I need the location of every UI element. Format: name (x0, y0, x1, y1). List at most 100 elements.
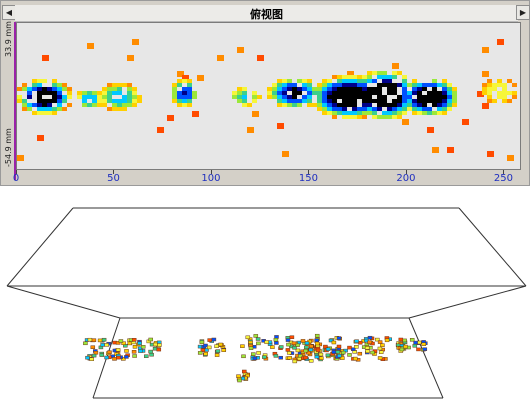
3d-block (83, 341, 88, 346)
heatmap-cell (117, 107, 122, 111)
heatmap-cell (277, 95, 282, 99)
x-tick-label: 250 (493, 173, 513, 184)
heatmap-cell (402, 91, 407, 95)
3d-block (325, 347, 331, 351)
3d-block (308, 359, 314, 363)
heatmap-cell (442, 107, 447, 111)
3d-block (367, 340, 372, 345)
heatmap-cell (422, 103, 427, 107)
heatmap-cell (267, 95, 272, 99)
heatmap-cell (352, 115, 357, 119)
heatmap-cell (482, 47, 489, 53)
heatmap-cell (362, 95, 367, 99)
heatmap-cell (112, 91, 117, 95)
heatmap-cell (427, 111, 432, 115)
heatmap-cell (17, 155, 24, 161)
heatmap-cell (397, 95, 402, 99)
heatmap-cell (397, 99, 402, 103)
3d-block (149, 352, 154, 357)
3d-block (303, 348, 309, 353)
heatmap-cell (37, 95, 42, 99)
heatmap-cell (342, 103, 347, 107)
heatmap-cell (337, 91, 342, 95)
heatmap-cell (377, 87, 382, 91)
heatmap-cell (192, 111, 199, 117)
heatmap-cell (412, 83, 417, 87)
heatmap-cell (362, 107, 367, 111)
heatmap-cell (367, 71, 372, 75)
heatmap-cell (332, 83, 337, 87)
heatmap-cell (392, 103, 397, 107)
heatmap-cell (57, 103, 62, 107)
heatmap-cell (342, 99, 347, 103)
3d-block (298, 354, 303, 358)
heatmap-cell (327, 91, 332, 95)
heatmap-cell (252, 95, 257, 99)
heatmap-cell (37, 111, 42, 115)
x-tick-label: 150 (298, 173, 318, 184)
heatmap-cell (437, 99, 442, 103)
x-tick (405, 170, 407, 174)
3d-block (255, 337, 261, 341)
heatmap-cell (57, 107, 62, 111)
heatmap-cell (372, 107, 377, 111)
heatmap-cell (287, 79, 292, 83)
heatmap-cell (402, 103, 407, 107)
heatmap-cell (402, 111, 407, 115)
heatmap-cell (112, 87, 117, 91)
heatmap-cell (327, 99, 332, 103)
3d-block (315, 348, 321, 353)
heatmap-cell (502, 95, 507, 99)
arrow-left-icon: ◀ (5, 8, 13, 17)
heatmap-cell (282, 83, 287, 87)
3d-block (248, 346, 254, 350)
heatmap-cell (292, 83, 297, 87)
heatmap-cell (407, 107, 412, 111)
heatmap-cell (182, 91, 187, 95)
box-edge (408, 317, 444, 399)
top-view-plot[interactable] (16, 22, 521, 170)
heatmap-cell (277, 87, 282, 91)
3d-block (377, 356, 383, 360)
3d-view-panel[interactable] (0, 188, 530, 416)
3d-block (399, 347, 405, 352)
heatmap-cell (92, 103, 97, 107)
scroll-left-button[interactable]: ◀ (2, 5, 16, 20)
heatmap-cell (332, 95, 337, 99)
heatmap-cell (82, 99, 87, 103)
3d-block (365, 349, 370, 354)
3d-block (398, 337, 404, 342)
heatmap-cell (352, 95, 357, 99)
3d-block (115, 348, 121, 352)
heatmap-cell (62, 99, 67, 103)
heatmap-cell (42, 103, 47, 107)
heatmap-cell (387, 83, 392, 87)
heatmap-cell (317, 99, 322, 103)
heatmap-cell (187, 87, 192, 91)
heatmap-cell (442, 87, 447, 91)
heatmap-cell (402, 107, 407, 111)
scroll-right-button[interactable]: ▶ (516, 5, 530, 20)
heatmap-cell (402, 99, 407, 103)
heatmap-cell (102, 91, 107, 95)
cursor-marker[interactable] (14, 22, 16, 180)
y-axis-top-label: 33.9 mm (4, 21, 13, 57)
heatmap-cell (502, 91, 507, 95)
heatmap-cell (182, 87, 187, 91)
heatmap-cell (357, 83, 362, 87)
heatmap-cell (237, 47, 244, 53)
heatmap-cell (447, 99, 452, 103)
3d-block (314, 338, 319, 342)
3d-block (409, 338, 415, 342)
3d-block (377, 340, 383, 344)
heatmap-cell (377, 75, 382, 79)
heatmap-cell (347, 75, 352, 79)
3d-block (101, 337, 107, 342)
heatmap-cell (272, 95, 277, 99)
heatmap-cell (57, 83, 62, 87)
heatmap-cell (372, 79, 377, 83)
title-bar: 俯视图 (15, 5, 518, 22)
heatmap-cell (337, 75, 342, 79)
heatmap-cell (432, 91, 437, 95)
heatmap-cell (387, 107, 392, 111)
